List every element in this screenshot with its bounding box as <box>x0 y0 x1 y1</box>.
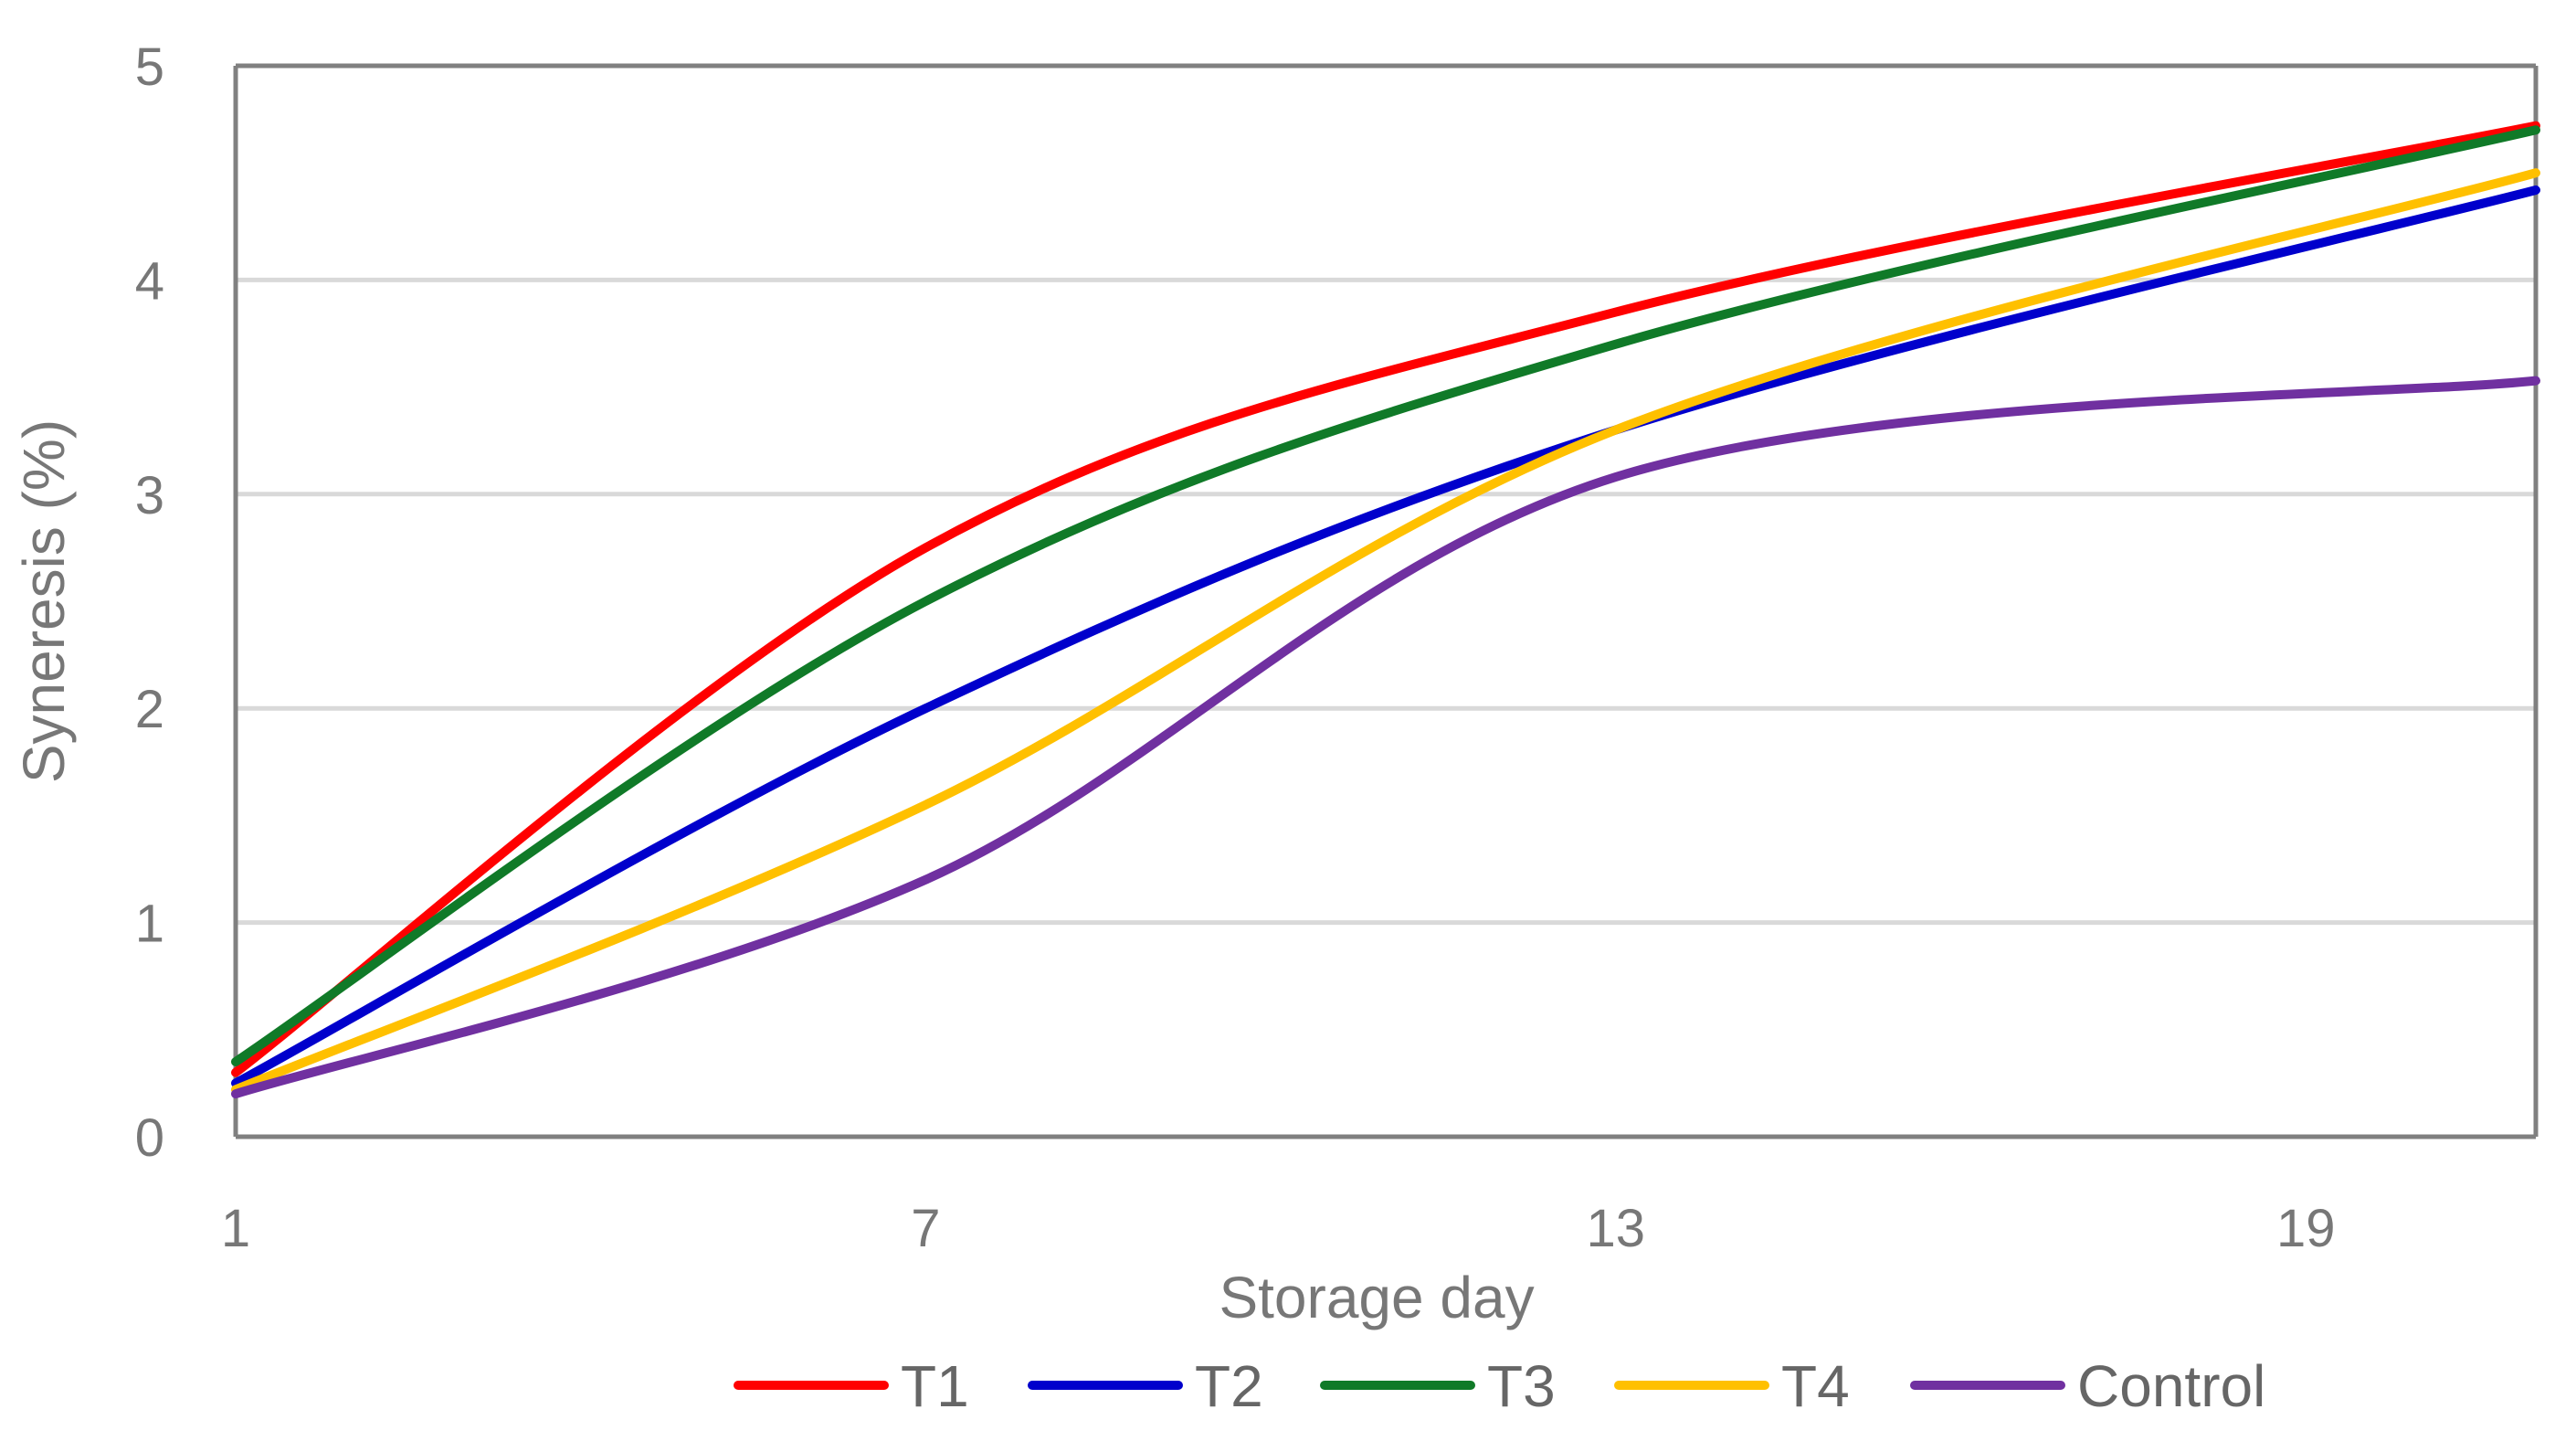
axes <box>233 63 2539 1139</box>
x-axis-title: Storage day <box>1219 1265 1534 1330</box>
y-tick-label: 2 <box>135 680 164 739</box>
y-tick-label: 3 <box>135 466 164 525</box>
x-tick-label: 13 <box>1587 1199 1646 1258</box>
series-line-t4 <box>231 168 2540 1095</box>
y-tick-label: 4 <box>135 251 164 311</box>
x-tick-label: 19 <box>2276 1199 2336 1258</box>
legend-label-control: Control <box>2077 1353 2265 1419</box>
y-tick-label: 5 <box>135 37 164 97</box>
y-tick-label: 1 <box>135 895 164 954</box>
legend-label-t2: T2 <box>1195 1353 1263 1419</box>
x-tick-label: 7 <box>911 1199 940 1258</box>
y-axis-title: Syneresis (%) <box>11 419 77 783</box>
series-lines <box>231 121 2540 1099</box>
series-line-t2 <box>231 185 2540 1088</box>
legend-label-t1: T1 <box>901 1353 969 1419</box>
x-tick-label: 1 <box>221 1199 250 1258</box>
legend-label-t3: T3 <box>1487 1353 1556 1419</box>
series-line-t3 <box>231 125 2540 1066</box>
legend: T1 T2 T3 T4 Control <box>734 1353 2265 1419</box>
series-line-control <box>231 376 2540 1099</box>
legend-label-t4: T4 <box>1781 1353 1850 1419</box>
y-tick-label: 0 <box>135 1108 164 1168</box>
series-line-t1 <box>231 121 2540 1077</box>
